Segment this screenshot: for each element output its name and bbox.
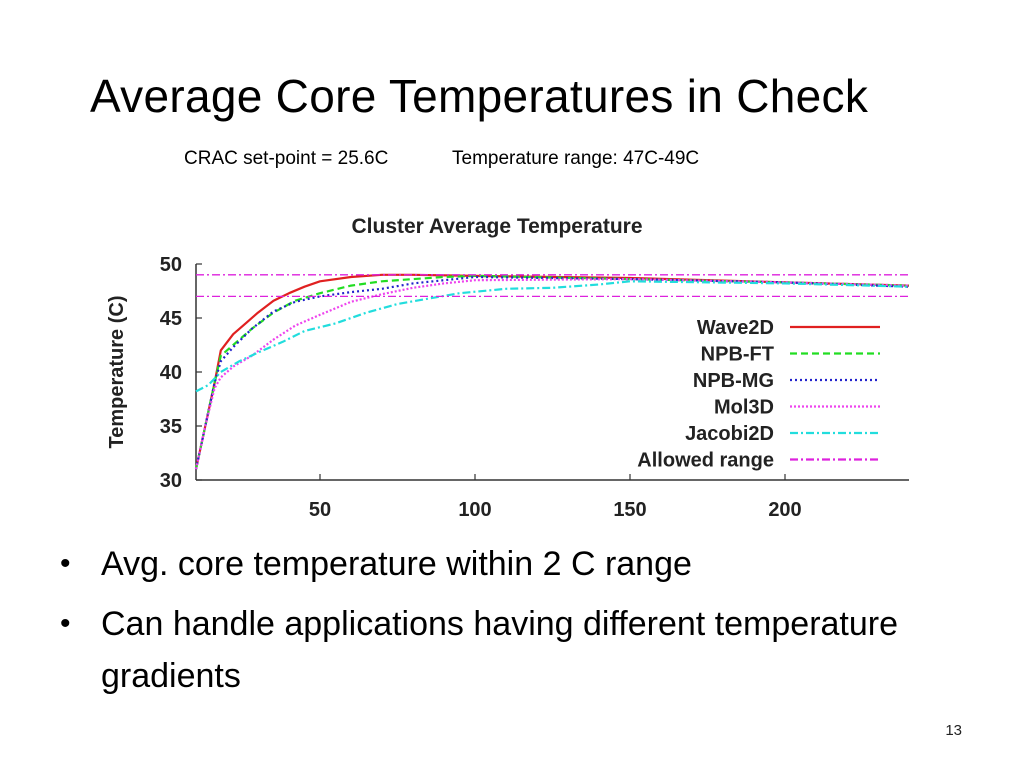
page-number: 13 xyxy=(945,722,962,739)
bullet-dot-icon: • xyxy=(60,547,71,580)
legend-label-npb-ft: NPB-FT xyxy=(701,344,774,366)
x-tick-label: 150 xyxy=(613,499,646,521)
y-tick-label: 45 xyxy=(160,308,182,330)
legend-label-npb-mg: NPB-MG xyxy=(693,370,774,392)
bullet-text: Can handle applications having different… xyxy=(101,605,899,695)
cluster-average-temperature-chart: Cluster Average Temperature Temperature … xyxy=(106,215,910,521)
legend-label-wave2d: Wave2D xyxy=(697,317,774,339)
series-line-npb-mg xyxy=(194,275,910,470)
x-tick-label: 200 xyxy=(768,499,801,521)
bullet-dot-icon: • xyxy=(60,607,71,640)
x-tick-label: 100 xyxy=(458,499,491,521)
chart-title: Cluster Average Temperature xyxy=(352,215,643,238)
series-line-mol3d xyxy=(194,278,910,470)
crac-setpoint-note: CRAC set-point = 25.6C xyxy=(184,148,389,169)
series-line-jacobi2d xyxy=(195,280,910,393)
y-tick-label: 35 xyxy=(160,416,182,438)
bullet-list: • Avg. core temperature within 2 C range … xyxy=(56,538,936,710)
series-line-npb-ft xyxy=(194,274,910,470)
bullet-item: • Avg. core temperature within 2 C range xyxy=(56,538,936,590)
y-axis-label: Temperature (C) xyxy=(106,296,128,449)
legend-label-jacobi2d: Jacobi2D xyxy=(685,423,774,445)
legend-label-mol3d: Mol3D xyxy=(714,397,774,419)
slide-title: Average Core Temperatures in Check xyxy=(90,70,869,122)
plot-area: 30 35 40 45 50 50 100 150 200 Wave2D NPB-FT NPB-MG M… xyxy=(160,254,910,521)
y-tick-label: 40 xyxy=(160,362,182,384)
y-tick-label: 50 xyxy=(160,254,182,276)
legend-label-allowed-range: Allowed range xyxy=(637,450,774,472)
bullet-item: • Can handle applications having differen… xyxy=(56,598,936,702)
y-tick-label: 30 xyxy=(160,470,182,492)
x-tick-label: 50 xyxy=(309,499,331,521)
bullet-text: Avg. core temperature within 2 C range xyxy=(101,545,692,583)
series-line-wave2d xyxy=(194,273,910,470)
temperature-range-note: Temperature range: 47C-49C xyxy=(452,148,700,169)
